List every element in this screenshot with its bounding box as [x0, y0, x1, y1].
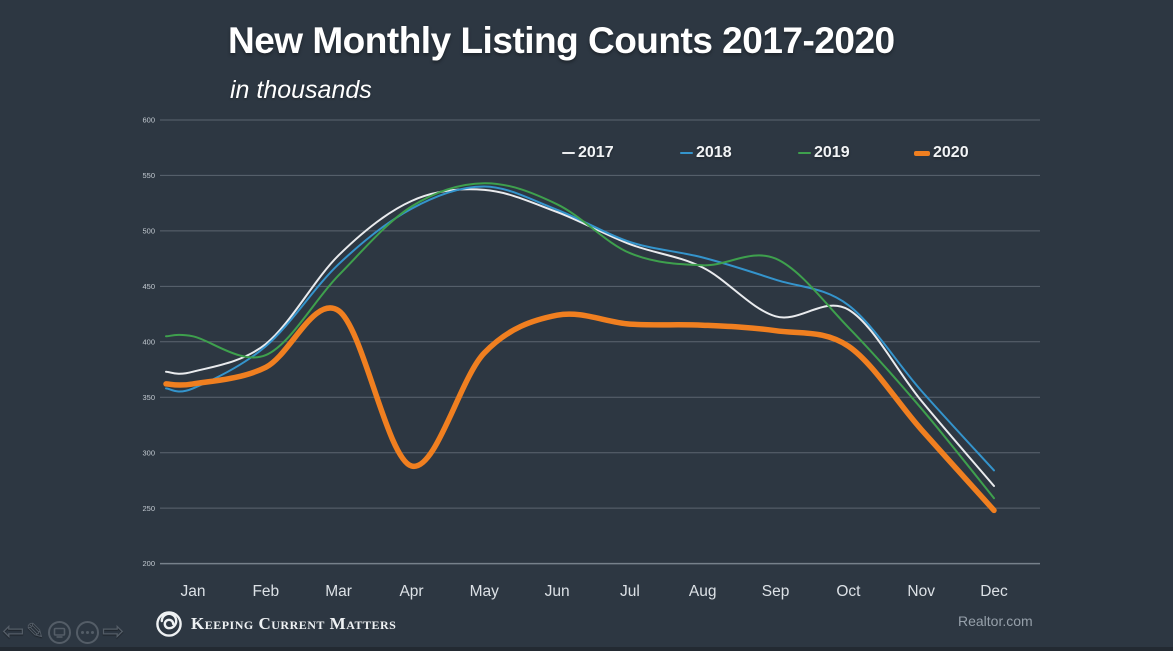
legend-line-swatch-2020-icon: [914, 150, 930, 156]
presenter-toolbar: ⇦ ✎ ⇨: [2, 617, 125, 647]
x-axis-month-label: Jan: [181, 583, 206, 600]
kcm-swirl-logo-icon: [156, 611, 182, 637]
y-axis-tick-label: 500: [142, 227, 155, 236]
kcm-brand: Keeping Current Matters: [155, 610, 396, 638]
x-axis-month-label: Oct: [836, 583, 861, 600]
legend-label-2017: 2017: [578, 144, 614, 161]
x-axis-month-label: Nov: [907, 583, 935, 600]
previous-slide-arrow-icon[interactable]: ⇦: [2, 616, 25, 647]
y-axis-tick-label: 450: [142, 282, 155, 291]
kcm-brand-text: Keeping Current Matters: [191, 614, 397, 633]
legend-line-swatch-2019-icon: [798, 152, 811, 154]
legend-label-2018: 2018: [696, 144, 732, 161]
y-axis-tick-label: 350: [142, 393, 155, 402]
legend-item-2018: 2018: [680, 141, 732, 165]
x-axis-month-label: Jul: [620, 583, 640, 600]
x-axis-month-label: Dec: [980, 583, 1008, 600]
legend-item-2017: 2017: [562, 141, 614, 165]
x-axis-month-label: Jun: [545, 583, 570, 600]
legend-line-swatch-2017-icon: [562, 152, 575, 154]
y-axis-tick-label: 250: [142, 504, 155, 513]
x-axis-month-label: Apr: [399, 583, 423, 600]
y-axis-tick-label: 200: [142, 559, 155, 568]
y-axis-tick-label: 400: [142, 337, 155, 346]
series-line-2019: [165, 182, 995, 500]
show-all-slides-icon[interactable]: [46, 619, 73, 646]
y-axis-tick-label: 300: [142, 448, 155, 457]
legend-label-2019: 2019: [814, 144, 850, 161]
more-options-icon[interactable]: [74, 619, 101, 646]
bottom-edge-strip: [0, 647, 1173, 651]
legend-line-swatch-2018-icon: [680, 152, 693, 154]
series-line-2017: [165, 188, 995, 487]
legend-item-2020: 2020: [914, 141, 969, 165]
source-attribution: Realtor.com: [958, 613, 1033, 629]
legend-item-2019: 2019: [798, 141, 850, 165]
y-axis-tick-label: 550: [142, 171, 155, 180]
y-axis-tick-label: 600: [142, 116, 155, 125]
chart-legend: 2017 2018 2019 2020: [540, 141, 1000, 165]
x-axis-month-label: May: [470, 583, 500, 600]
x-axis-month-label: Mar: [325, 583, 352, 600]
legend-label-2020: 2020: [933, 144, 969, 161]
chart-title: New Monthly Listing Counts 2017-2020: [228, 20, 895, 61]
x-axis-month-label: Aug: [689, 583, 717, 600]
x-axis-month-label: Sep: [762, 583, 790, 600]
next-slide-arrow-icon[interactable]: ⇨: [101, 616, 125, 647]
x-axis-month-label: Feb: [252, 583, 279, 600]
pen-annotate-icon[interactable]: ✎: [25, 619, 45, 645]
series-line-2018: [165, 185, 995, 472]
chart-subtitle: in thousands: [230, 76, 372, 104]
series-line-2020: [163, 305, 997, 514]
